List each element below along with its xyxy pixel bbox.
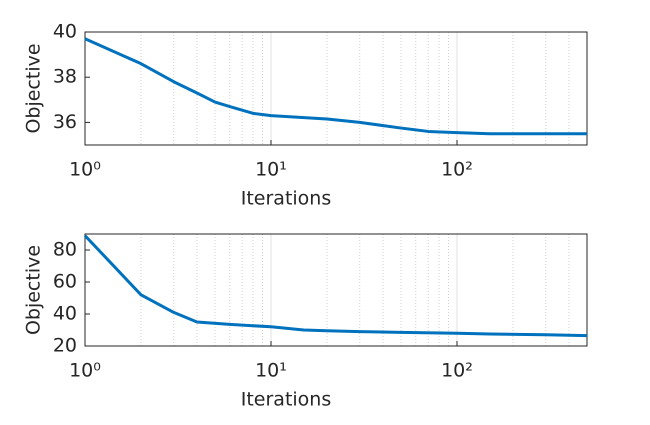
x-tick-label: 10⁰ <box>69 159 101 181</box>
x-tick-label: 10¹ <box>255 159 287 181</box>
y-tick-label: 40 <box>53 21 77 43</box>
y-tick-label: 36 <box>53 111 77 133</box>
x-axis-label: Iterations <box>241 389 332 411</box>
x-axis-label: Iterations <box>241 188 332 210</box>
y-tick-label: 60 <box>53 271 77 293</box>
x-tick-label: 10² <box>441 360 473 382</box>
y-tick-label: 80 <box>53 239 77 261</box>
y-tick-label: 20 <box>53 335 77 357</box>
y-axis-label: Objective <box>23 245 45 335</box>
line <box>83 234 588 338</box>
y-axis-label: Objective <box>23 43 45 133</box>
line <box>84 37 587 136</box>
axes-box <box>84 233 588 347</box>
x-tick-label: 10⁰ <box>69 360 101 382</box>
x-tick-label: 10¹ <box>255 360 287 382</box>
x-tick-label: 10² <box>441 159 473 181</box>
axes-box <box>84 31 588 146</box>
y-tick-label: 40 <box>53 303 77 325</box>
y-tick-label: 38 <box>53 66 77 88</box>
